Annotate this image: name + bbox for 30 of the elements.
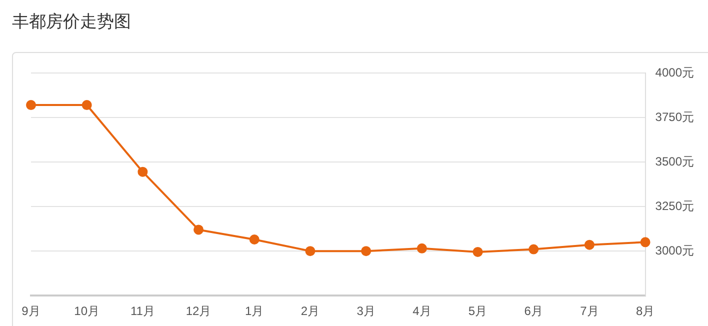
- x-tick-label: 5月: [468, 304, 488, 318]
- y-tick-label: 3000元: [655, 243, 694, 258]
- point: [82, 100, 92, 110]
- x-tick-label: 9月: [22, 304, 40, 318]
- x-tick-label: 11月: [130, 304, 155, 318]
- y-tick-label: 4000元: [655, 65, 694, 80]
- y-tick-label: 3500元: [655, 154, 694, 168]
- x-tick-label: 6月: [524, 304, 543, 318]
- point: [138, 166, 148, 177]
- point: [472, 246, 483, 257]
- point: [640, 237, 650, 248]
- x-tick-label: 4月: [412, 304, 432, 318]
- point: [305, 246, 316, 256]
- x-tick-label: 1月: [245, 304, 264, 318]
- chart-title: 丰都房价走势图: [12, 11, 131, 33]
- x-tick-label: 7月: [580, 304, 599, 318]
- point: [416, 243, 427, 254]
- y-tick-label: 3750元: [655, 110, 694, 124]
- x-tick-label: 8月: [636, 304, 655, 318]
- x-tick-label: 10月: [74, 304, 100, 318]
- x-tick-label: 3月: [356, 304, 376, 318]
- point: [528, 244, 539, 254]
- point: [194, 224, 204, 235]
- point: [361, 246, 372, 256]
- point: [249, 234, 260, 245]
- y-tick-label: 3250元: [655, 198, 694, 213]
- x-tick-label: 12月: [186, 304, 212, 318]
- point: [26, 100, 36, 110]
- x-tick-label: 2月: [300, 304, 320, 318]
- point: [584, 240, 594, 250]
